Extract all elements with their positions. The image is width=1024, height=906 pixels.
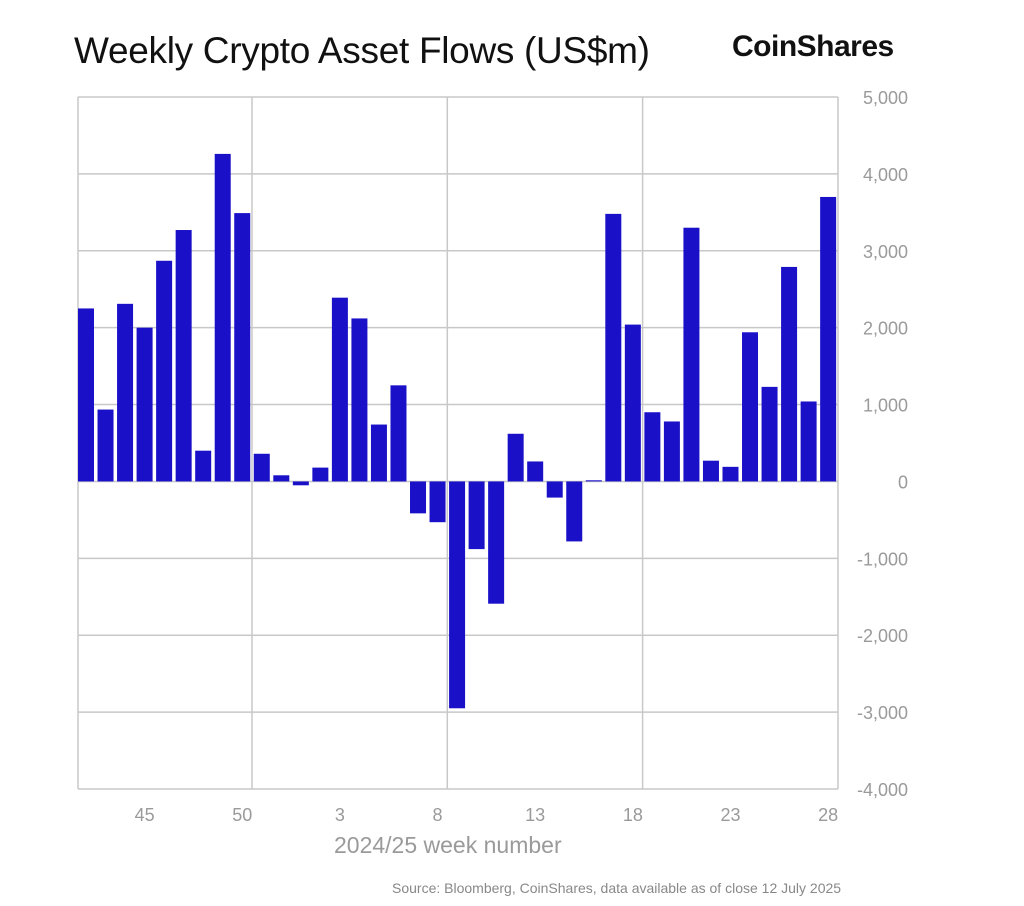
y-tick-label: -4,000 (857, 780, 908, 800)
bar-week-28 (820, 196, 837, 482)
bar-week-7 (410, 481, 427, 514)
bar-week-13 (527, 461, 544, 482)
bar-week-24 (742, 332, 759, 482)
bar-week-3 (331, 297, 348, 482)
bar-week-44 (117, 303, 134, 482)
x-tick-label: 8 (433, 805, 443, 825)
bar-week-25 (761, 386, 778, 482)
bar-week-47 (175, 230, 192, 482)
bar-week-19 (644, 412, 661, 482)
bar-week-50 (234, 213, 251, 482)
x-tick-label: 45 (135, 805, 155, 825)
x-tick-label: 28 (818, 805, 838, 825)
bar-week-46 (156, 260, 173, 482)
bar-week-10 (468, 481, 485, 550)
y-tick-label: -3,000 (857, 703, 908, 723)
bar-week-22 (702, 460, 719, 482)
bar-week-42 (78, 308, 94, 482)
bar-week-26 (781, 266, 798, 482)
bar-week-16 (585, 480, 602, 482)
bar-week-2 (312, 467, 329, 482)
x-tick-label: 13 (525, 805, 545, 825)
y-tick-label: 4,000 (863, 165, 908, 185)
bar-week-14 (546, 481, 563, 498)
x-tick-label: 23 (720, 805, 740, 825)
bar-week-52 (273, 475, 290, 482)
x-axis-label: 2024/25 week number (334, 832, 562, 858)
y-tick-label: 2,000 (863, 319, 908, 339)
bar-week-49 (214, 153, 231, 482)
bar-week-5 (370, 424, 387, 482)
bar-week-20 (663, 421, 680, 482)
bar-week-9 (449, 481, 466, 709)
bar-week-1 (292, 481, 309, 486)
y-tick-label: 0 (898, 472, 908, 492)
x-tick-label: 50 (232, 805, 252, 825)
y-tick-label: 5,000 (863, 88, 908, 108)
bar-week-18 (624, 324, 641, 482)
bar-week-27 (800, 401, 817, 482)
x-tick-label: 18 (623, 805, 643, 825)
bar-week-21 (683, 227, 700, 482)
bar-week-17 (605, 213, 622, 482)
y-tick-label: -2,000 (857, 626, 908, 646)
bar-week-48 (195, 450, 212, 482)
source-note: Source: Bloomberg, CoinShares, data avai… (392, 880, 842, 896)
bar-week-12 (507, 433, 524, 482)
y-tick-label: -1,000 (857, 549, 908, 569)
bar-week-11 (488, 481, 505, 604)
bar-week-51 (253, 453, 270, 482)
bar-week-23 (722, 466, 739, 482)
x-tick-label: 3 (335, 805, 345, 825)
chart-title: Weekly Crypto Asset Flows (US$m) (74, 30, 650, 71)
bar-week-43 (97, 409, 114, 482)
y-tick-label: 3,000 (863, 242, 908, 262)
bar-week-6 (390, 385, 407, 482)
bar-week-4 (351, 318, 368, 482)
y-tick-label: 1,000 (863, 396, 908, 416)
bar-week-8 (429, 481, 446, 523)
bar-week-45 (136, 327, 153, 482)
bar-week-15 (566, 481, 583, 542)
coinshares-logo: CoinShares (732, 30, 894, 63)
